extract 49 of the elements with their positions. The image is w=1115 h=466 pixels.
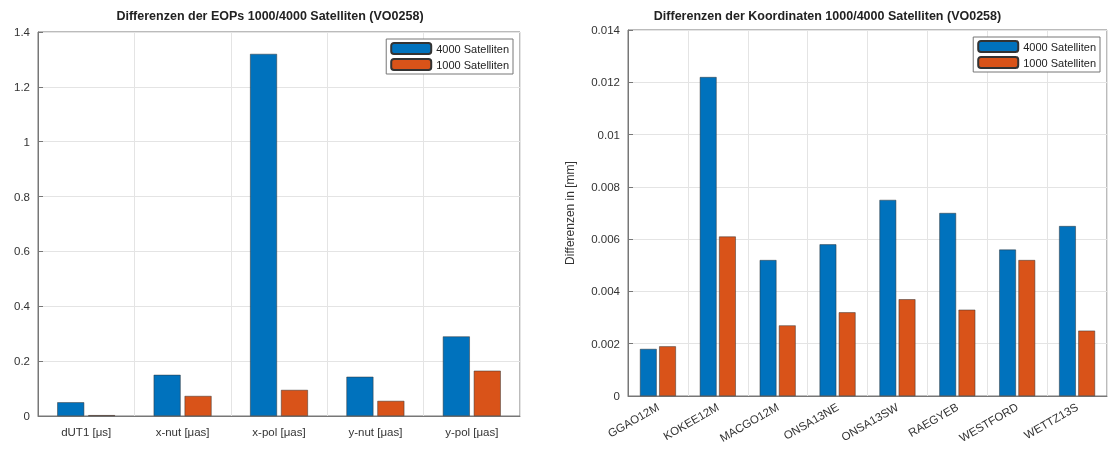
y-tick-label: 1.2 (14, 80, 30, 93)
bar (659, 346, 676, 396)
bar (281, 389, 308, 416)
y-tick-label: 0.004 (591, 285, 621, 298)
bar (184, 395, 212, 416)
x-tick-label: y-pol [μas] (445, 426, 499, 438)
y-tick-label: 0.8 (14, 190, 30, 203)
bar (346, 376, 374, 416)
bar (999, 249, 1016, 396)
y-tick-label: 0.012 (591, 76, 620, 89)
bar (442, 336, 470, 416)
y-tick-label: 0.4 (14, 300, 31, 313)
x-tick-label: y-nut [μas] (348, 426, 403, 438)
y-tick-label: 0 (23, 410, 30, 422)
y-tick-label: 1 (23, 135, 30, 148)
y-axis-title: Differenzen in [mm] (563, 161, 577, 265)
chart-title: Differenzen der EOPs 1000/4000 Satelliten (VO0258) (116, 8, 424, 23)
y-tick-label: 0.006 (591, 233, 620, 246)
legend-label: 4000 Satelliten (436, 42, 509, 55)
bar (250, 53, 277, 416)
bar (699, 77, 717, 396)
y-tick-label: 0.014 (591, 24, 621, 36)
bar (639, 348, 657, 396)
legend-label: 4000 Satelliten (1023, 40, 1096, 53)
x-tick-label: x-nut [μas] (155, 426, 210, 438)
bar (778, 325, 796, 396)
bar (153, 374, 181, 416)
bar (57, 402, 85, 416)
bar (1018, 260, 1036, 396)
bar (939, 213, 957, 396)
bar (1059, 226, 1076, 396)
chart-title: Differenzen der Koordinaten 1000/4000 Satelliten (VO0258) (653, 8, 1002, 23)
legend-label: 1000 Satelliten (436, 58, 509, 71)
legend-label: 1000 Satelliten (1023, 56, 1096, 69)
x-tick-label: dUT1 [μs] (61, 426, 112, 438)
bar (473, 370, 501, 416)
y-tick-label: 0.01 (597, 128, 620, 141)
y-tick-label: 1.4 (14, 26, 31, 38)
y-tick-label: 0 (613, 390, 620, 402)
bar (719, 236, 736, 396)
bar (1078, 330, 1096, 396)
bar (377, 400, 405, 416)
y-tick-label: 0.002 (591, 337, 620, 350)
y-tick-label: 0.2 (14, 355, 30, 368)
y-tick-label: 0.008 (591, 180, 620, 193)
y-tick-label: 0.6 (14, 245, 30, 258)
bar (958, 309, 976, 396)
bar (759, 260, 777, 396)
x-tick-label: x-pol [μas] (252, 426, 306, 438)
